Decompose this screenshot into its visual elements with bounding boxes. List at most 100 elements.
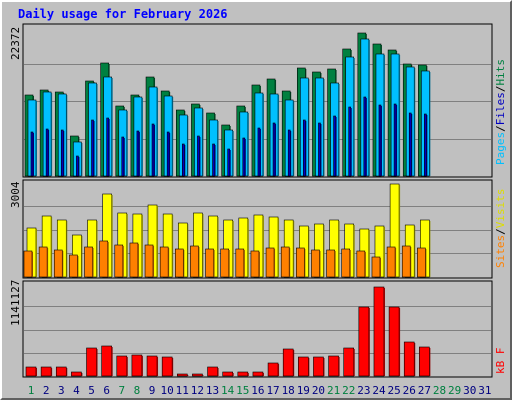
pages-bar — [91, 119, 94, 177]
panel2-legend: Sites/Visits — [494, 189, 507, 269]
day-label: 16 — [251, 384, 264, 397]
kbf-bar — [146, 355, 158, 377]
kbf-bar — [313, 356, 324, 377]
sites-bar — [296, 247, 305, 278]
panel2-bars — [23, 183, 431, 278]
pages-bar — [318, 122, 321, 177]
pages-bar — [227, 148, 230, 177]
day-label: 18 — [282, 384, 295, 397]
pages-bar — [333, 115, 336, 177]
pages-bar — [303, 119, 306, 177]
pages-bar — [30, 131, 34, 177]
sites-bar — [38, 246, 48, 278]
sites-visits-panel: 3004 Sites/Visits — [9, 179, 507, 279]
pages-bar — [378, 104, 382, 177]
kbf-bar — [358, 306, 370, 377]
kbf-bar — [403, 341, 415, 377]
day-label: 26 — [403, 384, 416, 397]
pages-bar — [76, 155, 79, 177]
panel1-bars — [24, 32, 431, 177]
sites-bar — [326, 249, 335, 278]
sites-bar — [311, 249, 320, 278]
pages-bar — [181, 143, 185, 177]
panel2-ymax-label: 3004 — [9, 181, 22, 208]
sites-bar — [280, 246, 290, 278]
day-label: 12 — [191, 384, 204, 397]
kbf-bar — [237, 371, 249, 377]
sites-bar — [53, 249, 63, 278]
legend-visits: Visits — [494, 189, 507, 229]
legend-sites: Sites — [494, 235, 507, 268]
kbf-bar — [388, 306, 400, 377]
kbf-bar — [25, 366, 37, 377]
day-label: 6 — [103, 384, 110, 397]
sites-bar — [205, 248, 214, 278]
day-label: 19 — [297, 384, 310, 397]
day-label: 3 — [58, 384, 65, 397]
pages-bar — [287, 129, 291, 177]
kbf-bar — [116, 355, 128, 377]
day-label: 14 — [221, 384, 235, 397]
day-label: 7 — [118, 384, 125, 397]
sites-bar — [99, 240, 108, 278]
day-label: 22 — [342, 384, 355, 397]
sites-bar — [371, 256, 381, 278]
pages-bar — [212, 143, 215, 177]
day-label: 23 — [357, 384, 370, 397]
kbf-bar — [101, 345, 112, 377]
kbf-bar — [55, 366, 67, 377]
day-label: 20 — [312, 384, 325, 397]
day-label: 13 — [206, 384, 219, 397]
sites-bar — [401, 245, 411, 278]
pages-bar — [242, 137, 246, 177]
pages-bar — [121, 136, 125, 177]
pages-bar — [136, 130, 140, 177]
pages-bar — [60, 129, 64, 177]
sites-bar — [356, 250, 366, 278]
day-label: 15 — [236, 384, 249, 397]
sites-bar — [159, 246, 169, 278]
pages-bar — [272, 122, 276, 177]
day-label: 21 — [327, 384, 340, 397]
day-label: 24 — [372, 384, 386, 397]
sites-bar — [250, 250, 260, 278]
day-axis-labels: 1 2 3 4 5 6 7 8 9 10 11 12 13 14 15 16 17 18 19 20 21 22 23 24 2… — [28, 384, 492, 397]
sites-bar — [144, 244, 154, 278]
kbf-bar — [298, 356, 309, 377]
sites-bar — [84, 246, 93, 278]
legend-kbf: kB F — [494, 348, 507, 375]
kbf-bar — [282, 348, 294, 377]
day-label: 4 — [73, 384, 80, 397]
kbf-bar — [131, 354, 143, 377]
legend-hits: Hits — [494, 59, 507, 86]
pages-bar — [408, 112, 412, 177]
day-label: 31 — [478, 384, 491, 397]
legend-pages: Pages — [494, 132, 507, 165]
kbf-bar — [267, 362, 279, 377]
pages-bar — [348, 106, 352, 177]
kbf-bar — [40, 366, 52, 377]
day-label: 11 — [176, 384, 189, 397]
pages-bar — [166, 131, 170, 177]
pages-bar — [197, 135, 200, 177]
kbf-bar — [192, 373, 203, 377]
legend-files: Files — [494, 92, 507, 125]
sites-bar — [265, 247, 275, 278]
day-label: 27 — [418, 384, 431, 397]
day-label: 2 — [43, 384, 50, 397]
sites-bar — [69, 254, 78, 278]
day-label: 17 — [266, 384, 279, 397]
kbf-bar — [176, 373, 188, 377]
day-label: 8 — [134, 384, 141, 397]
sites-bar — [417, 247, 426, 278]
legend-sep3: / — [494, 228, 507, 235]
chart-title: Daily usage for February 2026 — [18, 7, 228, 21]
day-label: 1 — [28, 384, 35, 397]
sites-bar — [23, 250, 33, 278]
day-label: 5 — [88, 384, 95, 397]
pages-bar — [257, 127, 261, 177]
day-label: 9 — [149, 384, 156, 397]
sites-bar — [220, 248, 229, 278]
legend-sep2: / — [494, 86, 507, 93]
